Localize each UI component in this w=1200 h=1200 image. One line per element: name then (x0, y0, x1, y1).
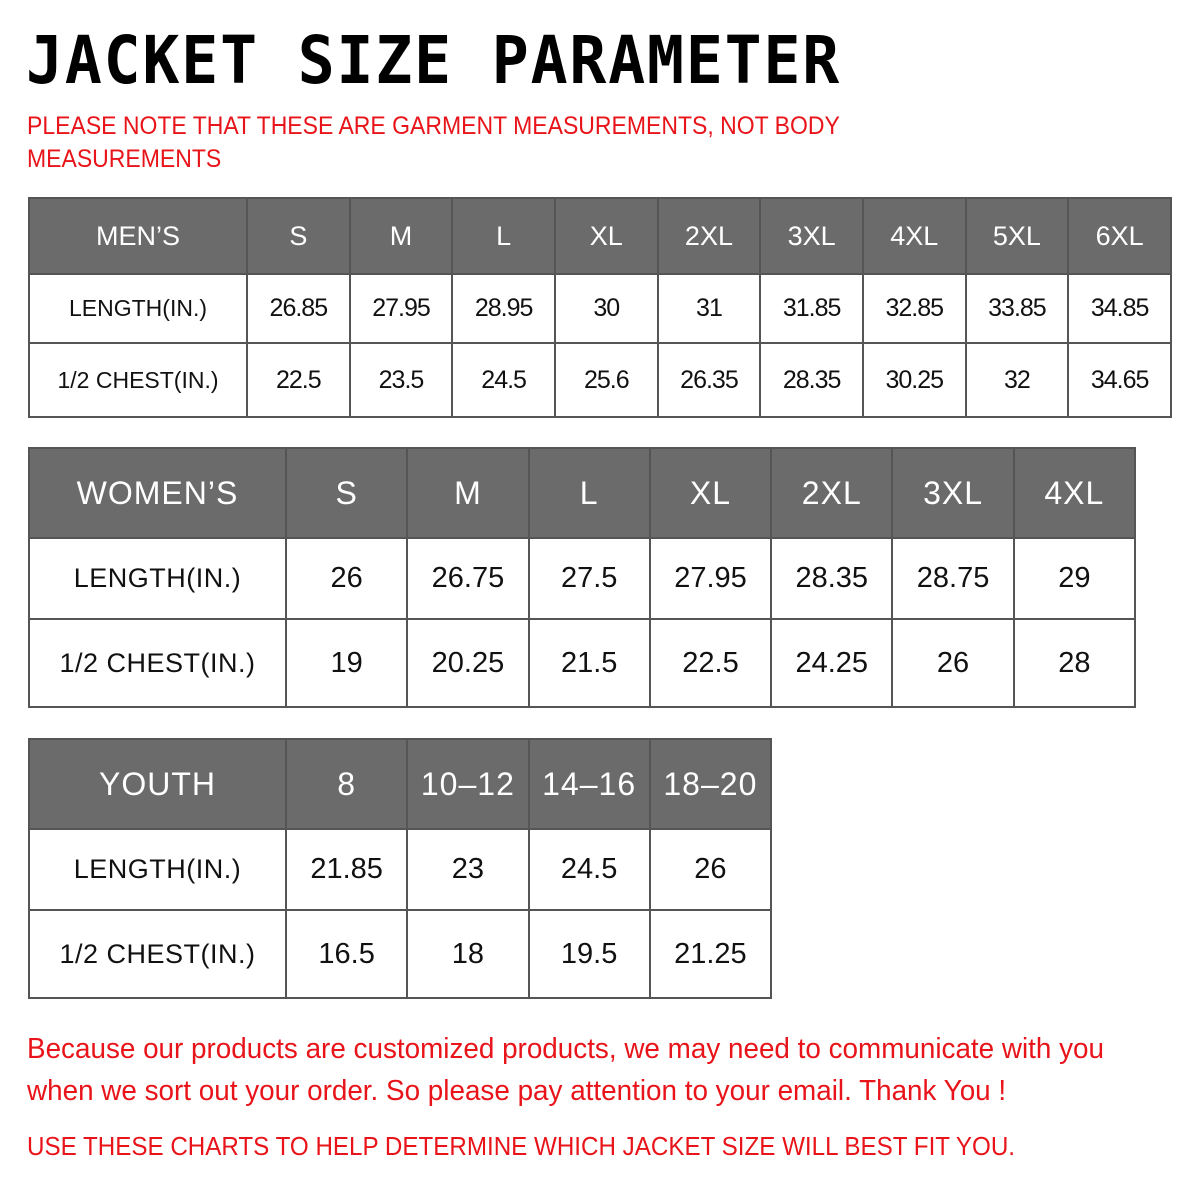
measurement-cell: 24.5 (527, 828, 651, 911)
measurement-cell: 27.95 (348, 273, 454, 344)
measurement-cell: 26.75 (406, 537, 530, 620)
measurement-cell: 28.75 (891, 537, 1015, 620)
measurement-cell: 16.5 (284, 909, 409, 999)
measurement-cell: 33.85 (964, 273, 1070, 344)
size-header: 2XL (770, 447, 894, 539)
measurement-cell: 20.25 (406, 618, 530, 708)
row-label: 1/2 CHEST(IN.) (28, 618, 287, 708)
measurement-cell: 18 (406, 909, 530, 999)
size-header: M (348, 197, 454, 275)
measurement-cell: 26 (648, 828, 773, 911)
size-header: 14–16 (527, 738, 651, 830)
row-label: 1/2 CHEST(IN.) (28, 909, 287, 999)
measurement-cell: 26 (284, 537, 409, 620)
measurement-cell: 27.5 (527, 537, 651, 620)
measurement-cell: 28.35 (759, 342, 864, 418)
size-header: 18–20 (648, 738, 773, 830)
size-header: L (527, 447, 651, 539)
measurement-cell: 26.85 (246, 273, 351, 344)
measurement-cell: 31 (656, 273, 762, 344)
measurement-cell: 34.65 (1067, 342, 1172, 418)
table-row: LENGTH(IN.) 26.85 27.95 28.95 30 31 31.85 32.85… (28, 273, 1172, 344)
measurement-cell: 28.35 (770, 537, 894, 620)
measurement-cell: 24.25 (770, 618, 894, 708)
size-header: S (284, 447, 409, 539)
size-advice: USE THESE CHARTS TO HELP DETERMINE WHICH… (27, 1131, 1016, 1161)
measurement-cell: 28 (1012, 618, 1137, 708)
table-category-header: YOUTH (28, 738, 287, 830)
womens-size-table: WOMEN’S S M L XL 2XL 3XL 4XL LENGTH(IN.) 26 26.75 2… (28, 447, 1137, 708)
size-header: XL (648, 447, 773, 539)
measurement-cell: 27.95 (648, 537, 773, 620)
size-header: L (451, 197, 556, 275)
measurement-note: PLEASE NOTE THAT THESE ARE GARMENT MEASU… (27, 112, 840, 173)
measurement-cell: 19.5 (527, 909, 651, 999)
measurement-cell: 31.85 (759, 273, 864, 344)
measurement-cell: 34.85 (1067, 273, 1172, 344)
measurement-cell: 21.25 (648, 909, 773, 999)
header-row: WOMEN’S S M L XL 2XL 3XL 4XL (28, 447, 1137, 539)
size-header: S (246, 197, 351, 275)
row-label: LENGTH(IN.) (28, 537, 287, 620)
row-label: LENGTH(IN.) (28, 828, 287, 911)
size-header: 4XL (1012, 447, 1137, 539)
measurement-cell: 28.95 (451, 273, 556, 344)
header-row: MEN’S S M L XL 2XL 3XL 4XL 5XL 6XL (28, 197, 1172, 275)
measurement-cell: 22.5 (246, 342, 351, 418)
measurement-cell: 19 (284, 618, 409, 708)
measurement-cell: 21.5 (527, 618, 651, 708)
size-header: 3XL (891, 447, 1015, 539)
size-header: 6XL (1067, 197, 1172, 275)
measurement-cell: 30.25 (861, 342, 967, 418)
size-header: 5XL (964, 197, 1070, 275)
header-row: YOUTH 8 10–12 14–16 18–20 (28, 738, 773, 830)
measurement-cell: 26.35 (656, 342, 762, 418)
size-header: 10–12 (406, 738, 530, 830)
page-title: JACKET SIZE PARAMETER (26, 22, 842, 99)
size-header: 2XL (656, 197, 762, 275)
measurement-cell: 26 (891, 618, 1015, 708)
size-header: M (406, 447, 530, 539)
table-row: 1/2 CHEST(IN.) 19 20.25 21.5 22.5 24.25 26 28 (28, 618, 1137, 708)
size-header: 8 (284, 738, 409, 830)
mens-size-table: MEN’S S M L XL 2XL 3XL 4XL 5XL 6XL LENGTH(IN.) 26.8… (28, 197, 1172, 418)
row-label: LENGTH(IN.) (28, 273, 248, 344)
measurement-cell: 21.85 (284, 828, 409, 911)
table-category-header: WOMEN’S (28, 447, 287, 539)
table-row: 1/2 CHEST(IN.) 16.5 18 19.5 21.25 (28, 909, 773, 999)
measurement-cell: 22.5 (648, 618, 773, 708)
youth-size-table: YOUTH 8 10–12 14–16 18–20 LENGTH(IN.) 21.85 23 2… (28, 738, 773, 999)
table-row: LENGTH(IN.) 26 26.75 27.5 27.95 28.35 28.75 29 (28, 537, 1137, 620)
size-header: 3XL (759, 197, 864, 275)
size-header: XL (553, 197, 659, 275)
measurement-cell: 24.5 (451, 342, 556, 418)
table-row: 1/2 CHEST(IN.) 22.5 23.5 24.5 25.6 26.35 28.35… (28, 342, 1172, 418)
table-row: LENGTH(IN.) 21.85 23 24.5 26 (28, 828, 773, 911)
row-label: 1/2 CHEST(IN.) (28, 342, 248, 418)
measurement-cell: 23 (406, 828, 530, 911)
table-category-header: MEN’S (28, 197, 248, 275)
measurement-cell: 23.5 (348, 342, 454, 418)
measurement-cell: 25.6 (553, 342, 659, 418)
measurement-cell: 30 (553, 273, 659, 344)
customization-message: Because our products are customized prod… (27, 1033, 1105, 1107)
size-header: 4XL (861, 197, 967, 275)
measurement-cell: 32 (964, 342, 1070, 418)
measurement-cell: 32.85 (861, 273, 967, 344)
measurement-cell: 29 (1012, 537, 1137, 620)
